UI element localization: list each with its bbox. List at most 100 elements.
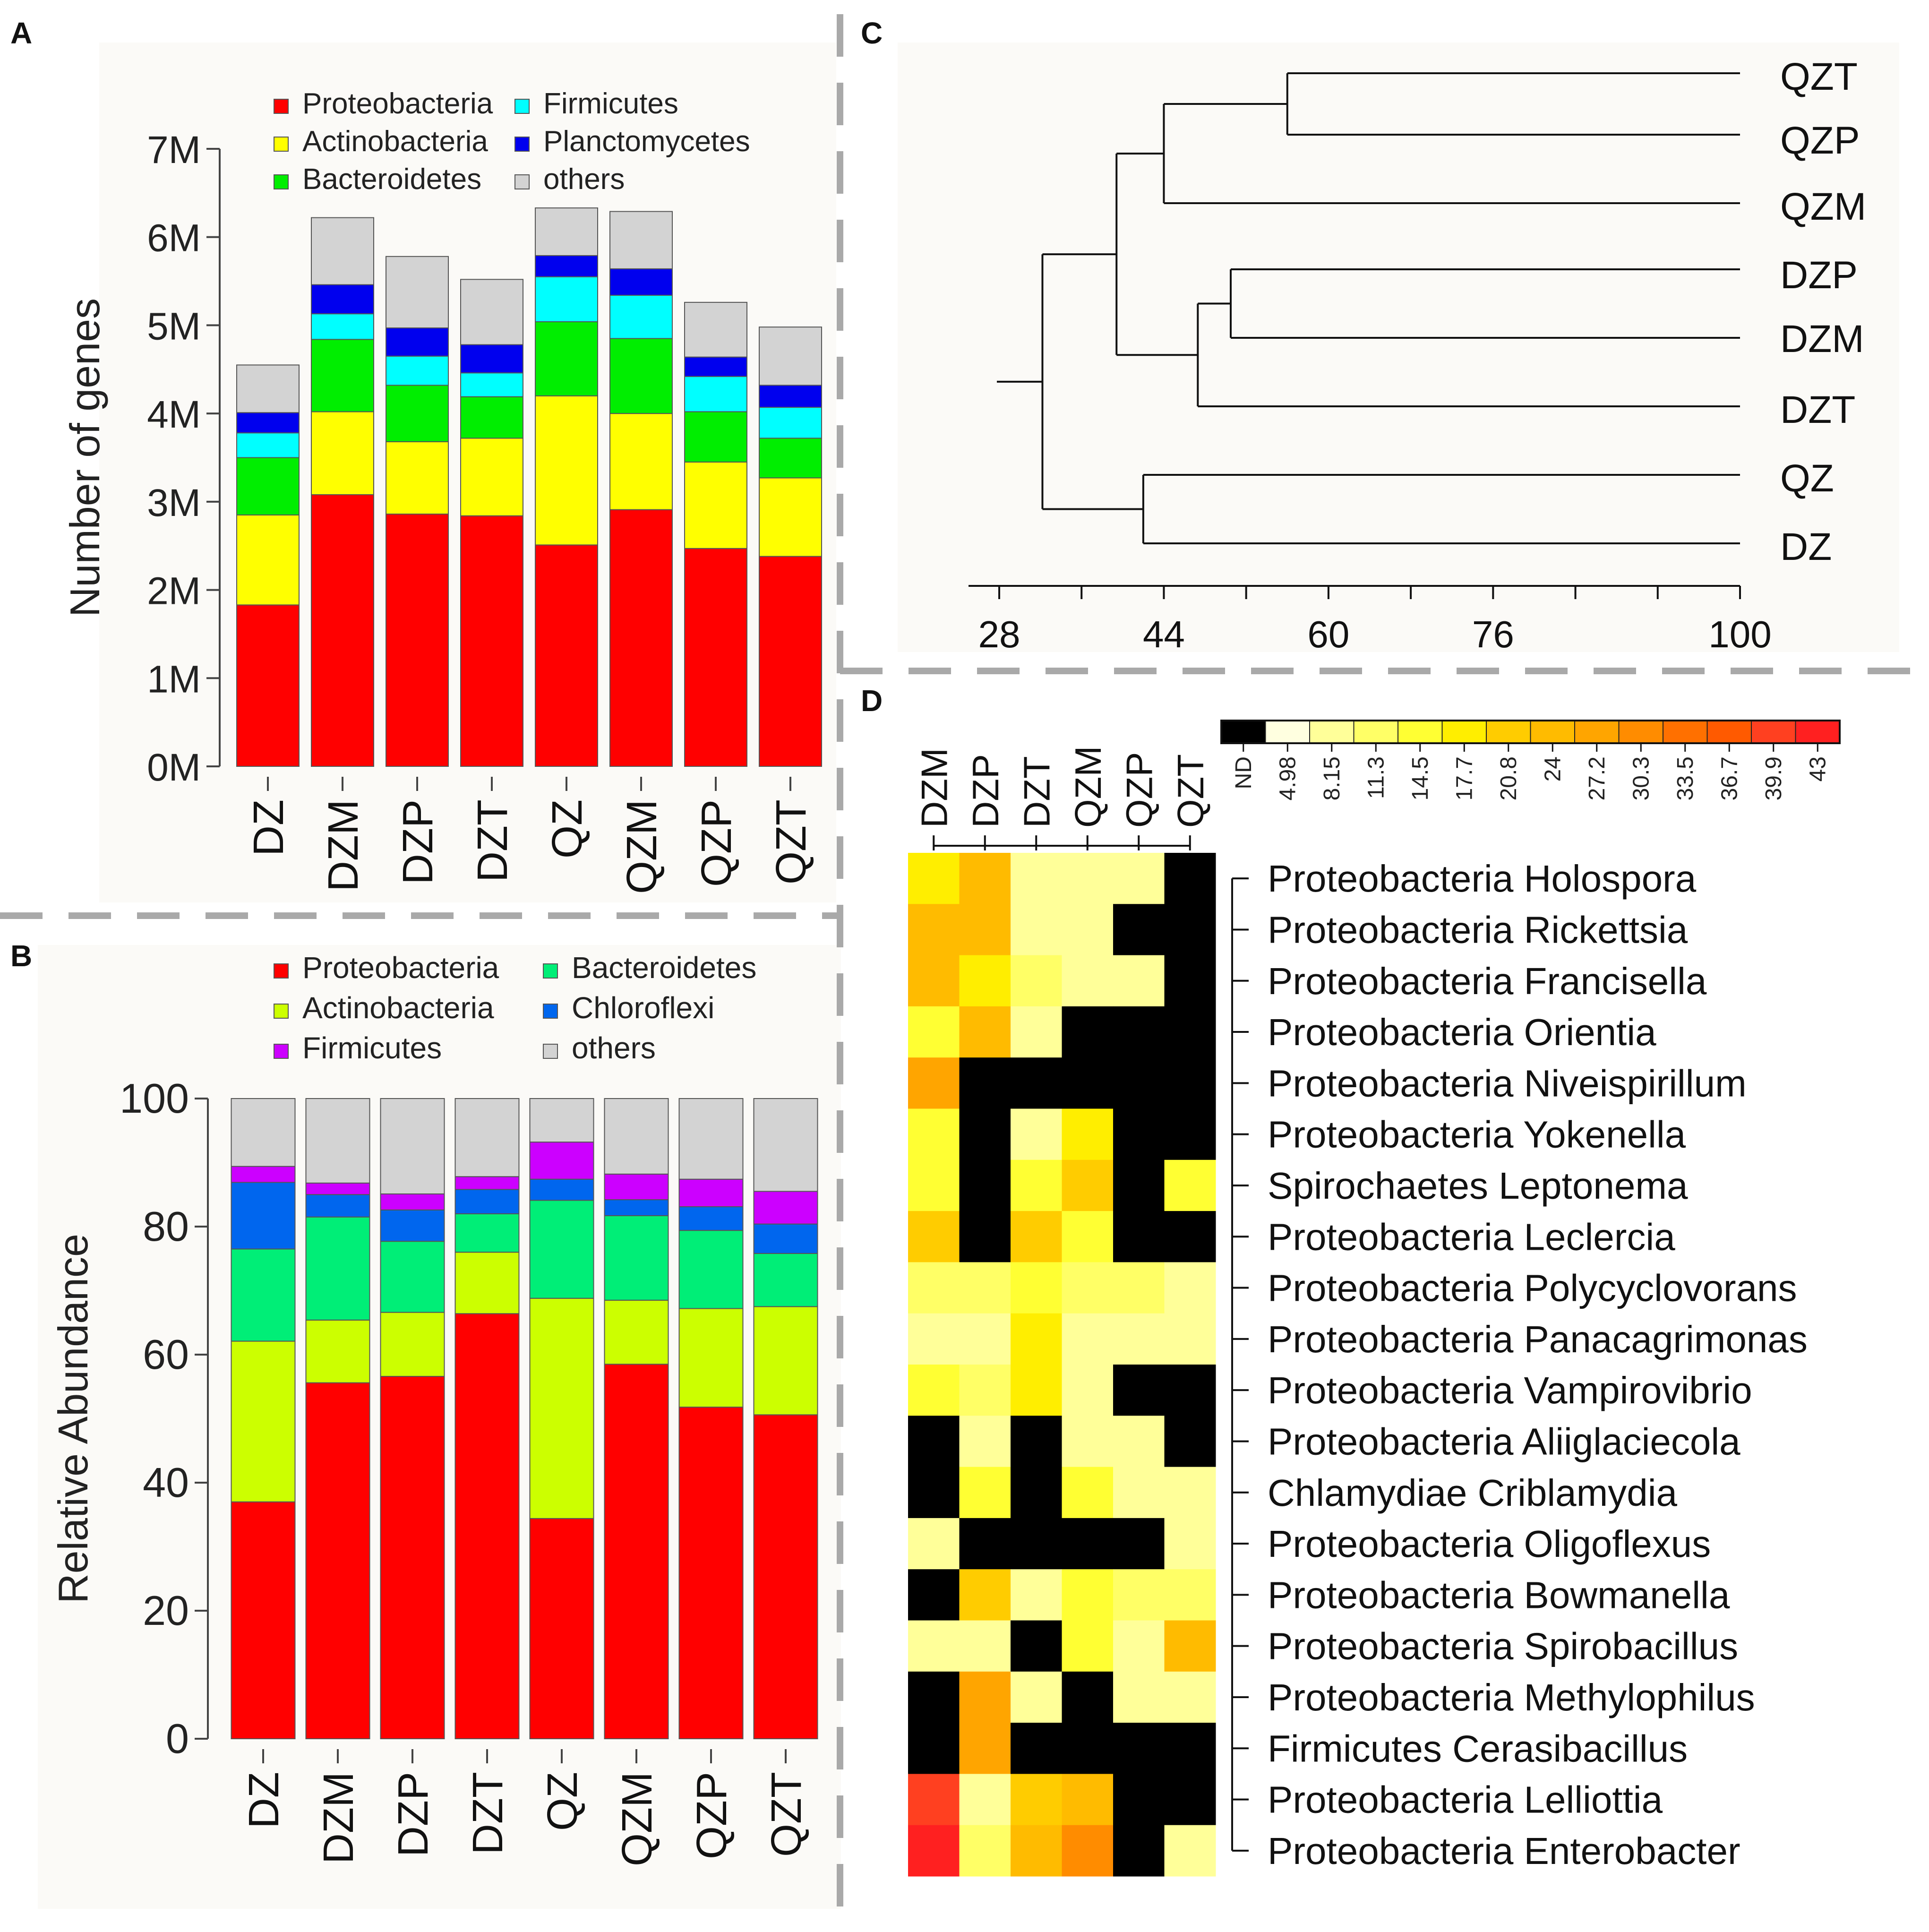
heatmap-row-label: Proteobacteria Holospora [1268,858,1697,900]
heatmap-cell [1011,955,1062,1007]
bar-segment-actinobacteria [678,1308,744,1408]
bar-segment-proteobacteria [380,1376,445,1740]
legend-label: Firmicutes [543,87,678,120]
bar-segment-proteobacteria [305,1382,370,1740]
bar-segment-firmicutes [311,313,374,340]
heatmap-col-label: QZM [1067,746,1109,828]
colorbar-segment [1397,720,1443,744]
heatmap-cell [959,1518,1011,1570]
bar-segment-planctomycetes [460,344,523,374]
colorbar-segment [1265,720,1310,744]
heatmap-cell [1011,1825,1062,1877]
y-tick-label: 3M [147,481,201,524]
bar-segment-firmicutes [305,1182,370,1195]
bar-segment-firmicutes [454,1176,520,1190]
bar-segment-others [684,301,747,358]
bar-segment-bacteroidetes [759,438,822,479]
bar-segment-bacteroidetes [380,1241,445,1313]
dendrogram-leaf-label: DZT [1780,388,1855,431]
heatmap-cell [908,1211,960,1262]
heatmap-cell [959,1569,1011,1621]
bar-segment-actinobacteria [380,1312,445,1377]
panel-d-heatmap: DZM DZP DZT QZM QZP QZT Proteobacteria Holospo… [908,720,1841,1877]
bar-segment-bacteroidetes [529,1200,594,1299]
heatmap-row-label: Proteobacteria Polycyclovorans [1268,1267,1797,1309]
bar-segment-proteobacteria [454,1313,520,1739]
heatmap-row-label: Proteobacteria Methylophilus [1268,1676,1755,1718]
heatmap-cell [1113,1313,1165,1365]
bar-segment-actinobacteria [604,1299,669,1365]
legend-label: Bacteroidetes [302,163,481,196]
heatmap-cell [1011,1723,1062,1774]
heatmap-row-label: Spirochaetes Leptonema [1268,1165,1688,1207]
y-tick-label: 100 [120,1075,189,1122]
heatmap-row-label: Firmicutes Cerasibacillus [1268,1727,1688,1769]
heatmap-cell [1113,1569,1165,1621]
bar-segment-bacteroidetes [311,339,374,412]
heatmap-cell [908,1723,960,1774]
bar-segment-bacteroidetes [454,1213,520,1253]
heatmap-cell [1164,1108,1216,1160]
heatmap-cell [959,1723,1011,1774]
heatmap-cell [1011,853,1062,904]
heatmap-cell [1164,1518,1216,1570]
heatmap-cell [1113,1518,1165,1570]
bar-segment-chloroflexi [231,1182,296,1250]
bar-segment-proteobacteria [609,509,673,767]
heatmap-cell [1011,1671,1062,1723]
bar-segment-planctomycetes [311,284,374,315]
heatmap-cell [1164,904,1216,956]
colorbar-label: 4.98 [1275,756,1300,800]
bar-segment-others [609,211,673,269]
heatmap-row-label: Proteobacteria Rickettsia [1268,909,1688,951]
heatmap-cell [959,1057,1011,1109]
dendrogram-leaf-label: DZM [1780,318,1864,361]
heatmap-row-label: Proteobacteria Orientia [1268,1011,1656,1053]
heatmap-cell [1113,1159,1165,1211]
bar-segment-firmicutes [684,376,747,412]
x-tick-label: DZ [245,799,292,856]
legend-label: Chloroflexi [572,991,714,1025]
heatmap-cell [1164,1569,1216,1621]
heatmap-cell [1113,1211,1165,1262]
colorbar-label: 24 [1540,756,1565,781]
bar-segment-others [460,279,523,345]
heatmap-cell [1164,1723,1216,1774]
heatmap-cell [908,1159,960,1211]
y-tick-label: 20 [143,1587,189,1634]
heatmap-cell [908,1620,960,1672]
colorbar-segment [1530,720,1575,744]
y-tick-label: 6M [147,217,201,260]
bar-segment-actinobacteria [305,1319,370,1383]
legend-label: Actinobacteria [302,125,488,158]
heatmap-cell [908,1569,960,1621]
legend-swatch [274,963,289,979]
heatmap-cell [1113,1365,1165,1416]
bar-segment-actinobacteria [311,411,374,495]
bar-segment-actinobacteria [460,438,523,516]
bar-segment-firmicutes [535,276,598,322]
heatmap-cell [959,1313,1011,1365]
heatmap-col-label: DZM [913,748,955,828]
colorbar-label: 30.3 [1629,756,1654,800]
y-tick-label: 7M [147,129,201,172]
bar-segment-others [305,1098,370,1184]
x-tick-label: QZP [693,799,740,887]
x-tick-label: DZM [315,1772,362,1864]
heatmap-cell [908,1108,960,1160]
colorbar-segment [1618,720,1663,744]
bar-segment-bacteroidetes [684,411,747,463]
bar-segment-planctomycetes [609,268,673,296]
heatmap-row-label: Proteobacteria Francisella [1268,960,1707,1002]
x-tick-label: QZM [618,799,666,894]
bar-segment-others [535,207,598,256]
heatmap-cell [1011,1467,1062,1519]
heatmap-cell [1113,1671,1165,1723]
heatmap-cell [1113,955,1165,1007]
y-tick-label: 4M [147,393,201,436]
heatmap-cell [1011,1262,1062,1314]
heatmap-cell [959,1159,1011,1211]
x-tick-label: DZP [394,799,442,884]
colorbar-segment [1221,720,1266,744]
legend-label: Actinobacteria [302,991,494,1025]
